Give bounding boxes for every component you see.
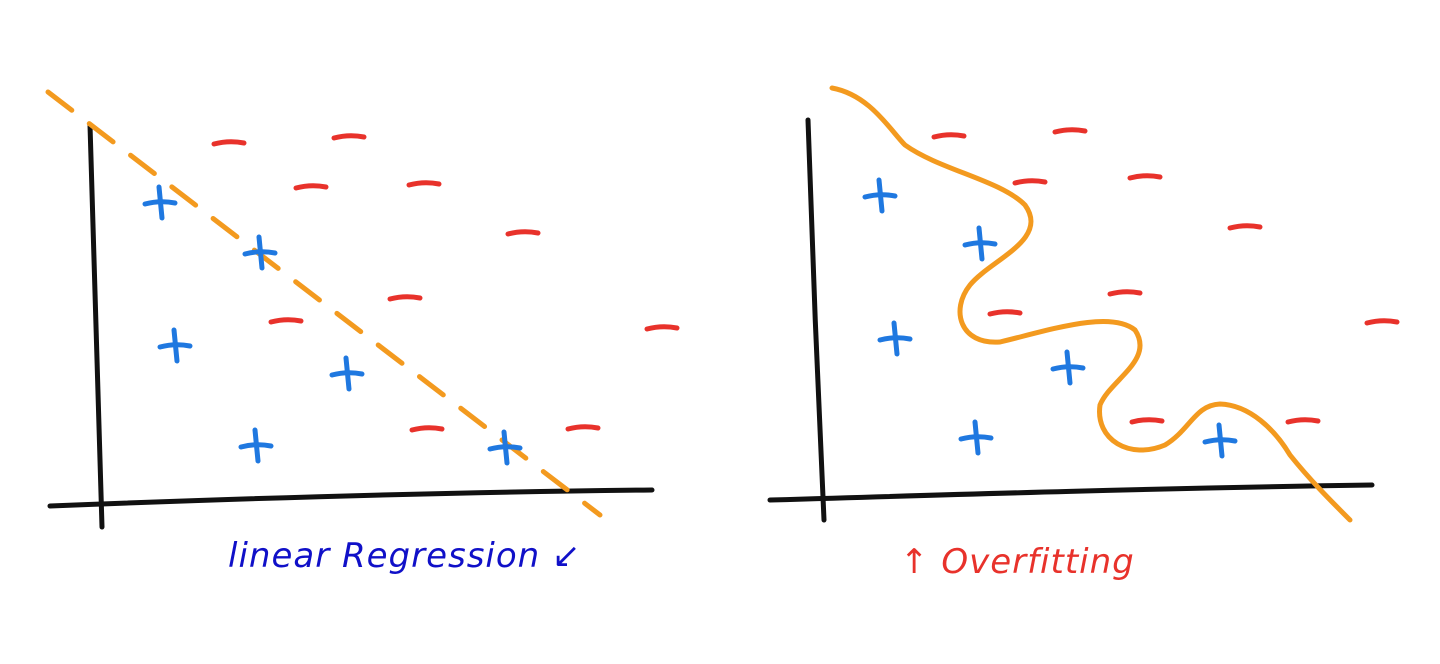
plus-marker-overfit-0 xyxy=(862,177,898,214)
caption-linear-text: linear Regression xyxy=(228,536,541,576)
plus-marker-overfit-4 xyxy=(958,419,994,456)
minus-marker-linear-9 xyxy=(406,180,442,188)
plus-marker-linear-1 xyxy=(242,234,278,271)
caption-overfit-text: Overfitting xyxy=(941,542,1135,582)
overfit-boundary-curve xyxy=(829,85,1353,523)
plus-marker-linear-4 xyxy=(238,427,274,464)
minus-marker-overfit-15 xyxy=(1285,417,1321,425)
caption-overfit-arrow: ↑ xyxy=(900,542,930,582)
minus-marker-linear-8 xyxy=(293,183,329,191)
minus-marker-overfit-12 xyxy=(987,309,1023,317)
plus-marker-linear-5 xyxy=(487,429,523,466)
y-axis-left xyxy=(87,122,105,530)
minus-marker-linear-15 xyxy=(565,424,601,432)
minus-marker-linear-10 xyxy=(505,229,541,237)
minus-marker-linear-13 xyxy=(644,324,680,332)
minus-marker-overfit-11 xyxy=(1107,289,1143,297)
panel-overfit xyxy=(767,85,1400,523)
x-axis-left xyxy=(47,487,655,509)
minus-marker-overfit-13 xyxy=(1364,318,1400,326)
plus-marker-overfit-5 xyxy=(1202,422,1238,459)
plus-marker-linear-0 xyxy=(142,184,178,221)
caption-linear: linear Regression ↙ xyxy=(228,536,582,576)
plus-marker-linear-3 xyxy=(329,355,365,392)
linear-boundary-line xyxy=(45,89,603,518)
points-linear xyxy=(142,133,680,466)
y-axis-right xyxy=(805,117,827,523)
plus-marker-overfit-1 xyxy=(962,225,998,262)
minus-marker-linear-11 xyxy=(387,294,423,302)
caption-linear-arrow: ↙ xyxy=(552,536,582,576)
panel-linear xyxy=(45,89,680,530)
minus-marker-linear-12 xyxy=(268,317,304,325)
minus-marker-overfit-6 xyxy=(931,132,967,140)
plus-marker-overfit-2 xyxy=(877,320,913,357)
minus-marker-linear-14 xyxy=(409,425,445,433)
minus-marker-overfit-9 xyxy=(1127,173,1163,181)
minus-marker-overfit-7 xyxy=(1052,127,1088,135)
plus-marker-overfit-3 xyxy=(1050,349,1086,386)
plus-marker-linear-2 xyxy=(157,327,193,364)
minus-marker-overfit-8 xyxy=(1012,178,1048,186)
points-overfit xyxy=(862,127,1400,459)
x-axis-right xyxy=(767,482,1375,503)
minus-marker-overfit-14 xyxy=(1129,417,1165,425)
minus-marker-linear-6 xyxy=(211,139,247,147)
minus-marker-linear-7 xyxy=(331,133,367,141)
caption-overfit: ↑ Overfitting xyxy=(900,542,1135,582)
minus-marker-overfit-10 xyxy=(1227,223,1263,231)
